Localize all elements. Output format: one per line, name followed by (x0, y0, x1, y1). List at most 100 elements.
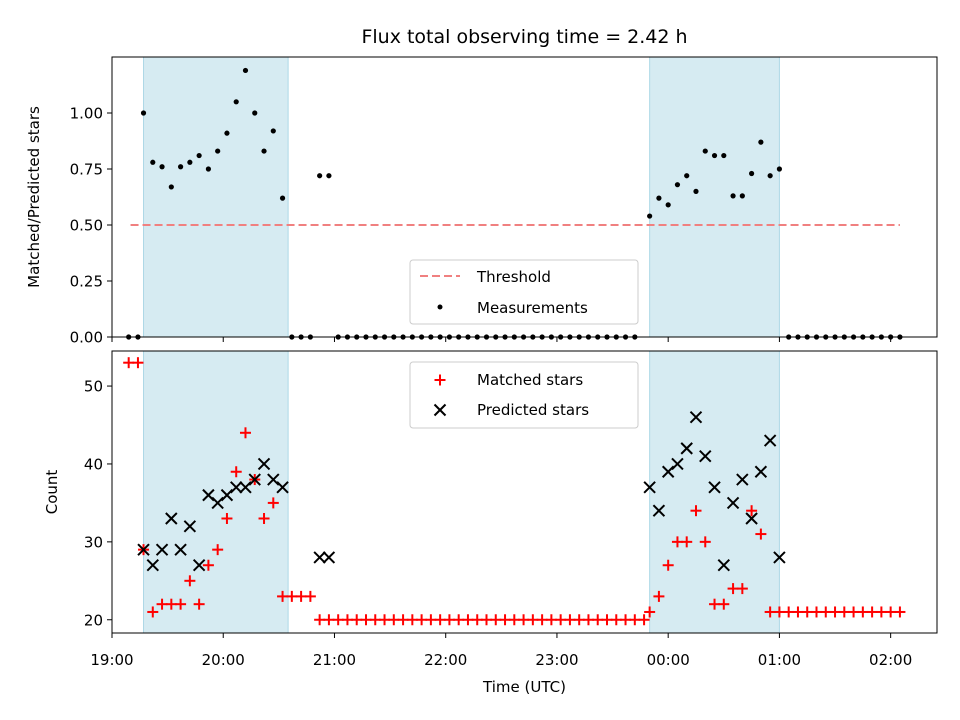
predicted-star-point-b (239, 481, 252, 494)
matched-star-point (810, 606, 822, 618)
measurement-point (776, 166, 783, 172)
predicted-star-point-b (211, 496, 224, 510)
measurement-point (252, 110, 258, 116)
x-tick-label: 23:00 (535, 651, 578, 669)
matched-star-point (212, 544, 224, 556)
legend-plus-marker (434, 374, 446, 386)
predicted-star-point-b (230, 481, 243, 494)
legend-measurements-label: Measurements (477, 299, 588, 317)
matched-star-point (527, 614, 539, 626)
matched-star-point (471, 614, 483, 626)
predicted-star-point (211, 496, 224, 510)
matched-star-point (746, 505, 758, 517)
predicted-star-point (257, 457, 271, 471)
matched-star-point (592, 614, 604, 626)
matched-star-point (341, 614, 353, 626)
measurement-point (261, 148, 267, 154)
top-y-ticks: 0.00 0.25 0.50 0.75 1.00 (70, 105, 112, 347)
matched-star-point (755, 528, 767, 540)
predicted-star-point (773, 551, 786, 564)
predicted-star-point-b (276, 481, 289, 494)
measurement-point (730, 193, 736, 199)
predicted-star-point-b (754, 465, 768, 478)
predicted-star-point-b (643, 481, 656, 494)
matched-star-point (564, 614, 576, 626)
predicted-star-point (248, 473, 261, 486)
legend-predicted-swatch (433, 403, 447, 417)
predicted-star-point-b (146, 559, 159, 572)
matched-star-point (258, 512, 270, 524)
matched-star-point (175, 598, 187, 610)
matched-star-point (875, 606, 887, 618)
matched-stars-points (123, 357, 906, 626)
x-tick-label: 00:00 (647, 651, 690, 669)
measurement-point (684, 173, 690, 179)
matched-star-point (332, 614, 344, 626)
measurement-point (749, 170, 755, 177)
predicted-star-point (276, 481, 289, 494)
predicted-star-point (165, 512, 178, 525)
x-axis-label: Time (UTC) (482, 678, 566, 696)
matched-star-point (638, 614, 650, 626)
legend-matched-label: Matched stars (477, 371, 583, 389)
measurement-point (767, 173, 773, 179)
measurement-point (739, 193, 745, 199)
legend-measurements-swatch (437, 304, 443, 310)
matched-star-point (314, 614, 326, 626)
matched-star-point (360, 614, 372, 626)
matched-star-point (885, 606, 897, 618)
measurement-point (159, 164, 165, 170)
matched-star-point (727, 583, 739, 595)
y-tick-label: 1.00 (70, 105, 103, 123)
predicted-star-point (174, 543, 187, 556)
matched-star-point (147, 606, 159, 618)
top-panel: 0.00 0.25 0.50 0.75 1.00 Flux total observin… (25, 26, 938, 347)
predicted-star-point-b (708, 481, 721, 494)
bottom-shaded-intervals (143, 351, 780, 633)
measurement-point (196, 152, 202, 159)
matched-star-point (221, 512, 233, 524)
matched-star-point (857, 606, 869, 618)
matched-star-point (295, 590, 307, 602)
matched-star-point (681, 536, 693, 548)
predicted-star-point-b (671, 457, 684, 471)
bottom-legend: Matched stars Predicted stars (409, 361, 639, 429)
matched-star-point (379, 614, 391, 626)
matched-star-point (123, 357, 135, 369)
predicted-star-point-b (680, 442, 693, 455)
matched-star-point (773, 606, 785, 618)
measurement-point (758, 139, 764, 145)
matched-star-point (499, 614, 511, 626)
matched-star-point (866, 606, 878, 618)
predicted-star-point-b (699, 449, 712, 463)
matched-star-point (718, 598, 730, 610)
predicted-star-point (699, 449, 712, 463)
top-measurement-points (126, 67, 903, 340)
predicted-star-point (202, 488, 215, 502)
y-tick-label: 50 (84, 378, 103, 396)
matched-star-point (351, 614, 363, 626)
legend-matched-swatch (434, 374, 446, 386)
predicted-stars-points (137, 411, 786, 572)
predicted-star-point-b (155, 543, 169, 556)
matched-star-point (644, 606, 656, 618)
predicted-star-point-b (192, 559, 206, 572)
matched-star-point (480, 614, 492, 626)
matched-star-point (601, 614, 613, 626)
predicted-star-point-b (717, 559, 731, 572)
top-x-ticks (111, 337, 892, 342)
top-legend: Threshold Measurements (409, 259, 639, 325)
x-tick-label: 20:00 (202, 651, 245, 669)
x-tick-label: 02:00 (869, 651, 912, 669)
matched-star-point (709, 598, 721, 610)
matched-star-point (286, 590, 298, 602)
measurement-point (279, 195, 286, 201)
matched-star-point (277, 590, 289, 602)
chart-title: Flux total observing time = 2.42 h (361, 26, 687, 48)
matched-star-point (555, 614, 567, 626)
predicted-star-point (661, 465, 675, 478)
predicted-star-point-b (267, 473, 280, 486)
matched-star-point (690, 505, 702, 517)
measurement-point (665, 202, 671, 208)
predicted-star-point (267, 473, 280, 486)
